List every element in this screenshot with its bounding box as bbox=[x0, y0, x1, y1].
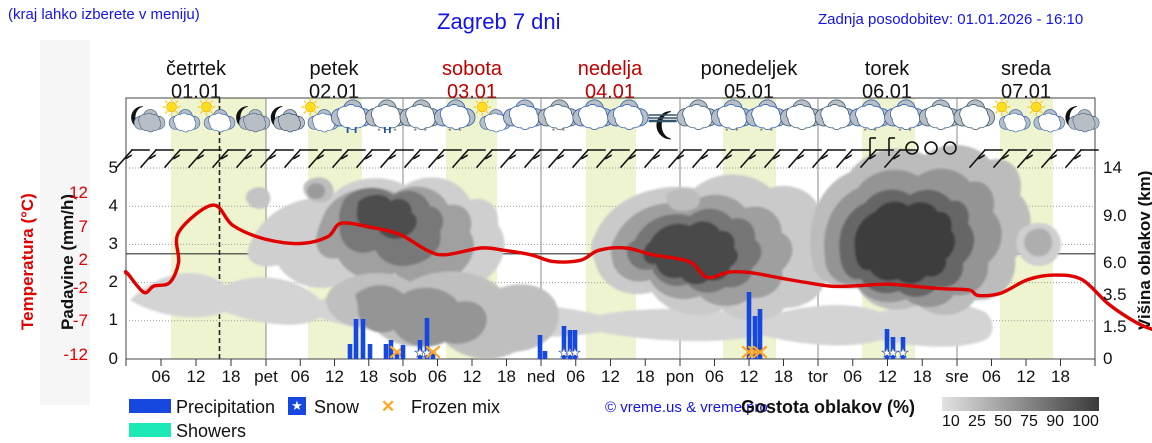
svg-text:3.5: 3.5 bbox=[1103, 285, 1127, 304]
svg-text:pon: pon bbox=[666, 367, 694, 386]
svg-text:18: 18 bbox=[774, 367, 793, 386]
svg-text:12: 12 bbox=[463, 367, 482, 386]
svg-text:-2: -2 bbox=[73, 278, 88, 297]
svg-text:06: 06 bbox=[705, 367, 724, 386]
svg-text:18: 18 bbox=[222, 367, 241, 386]
svg-text:12: 12 bbox=[69, 183, 88, 202]
svg-text:★: ★ bbox=[569, 345, 581, 360]
svg-text:*: * bbox=[562, 127, 565, 136]
svg-text:1.5: 1.5 bbox=[1103, 317, 1127, 336]
svg-text:12: 12 bbox=[325, 367, 344, 386]
svg-text:18: 18 bbox=[497, 367, 516, 386]
svg-text:14: 14 bbox=[1103, 158, 1122, 177]
svg-text:12: 12 bbox=[1017, 367, 1036, 386]
svg-text:sob: sob bbox=[389, 367, 416, 386]
svg-text:3: 3 bbox=[109, 234, 118, 253]
svg-text:tor: tor bbox=[808, 367, 828, 386]
svg-text:18: 18 bbox=[1051, 367, 1070, 386]
svg-text:*: * bbox=[874, 127, 877, 136]
svg-text:12: 12 bbox=[740, 367, 759, 386]
svg-text:06: 06 bbox=[152, 367, 171, 386]
svg-text:5: 5 bbox=[109, 158, 118, 177]
svg-text:06: 06 bbox=[982, 367, 1001, 386]
svg-text:2: 2 bbox=[79, 250, 88, 269]
svg-text:*: * bbox=[735, 127, 738, 136]
svg-text:*: * bbox=[424, 127, 427, 136]
svg-text:*: * bbox=[414, 127, 417, 136]
svg-text:18: 18 bbox=[636, 367, 655, 386]
svg-text:06: 06 bbox=[291, 367, 310, 386]
svg-text:*: * bbox=[770, 127, 773, 136]
svg-text:*: * bbox=[552, 127, 555, 136]
svg-text:6.0: 6.0 bbox=[1103, 253, 1127, 272]
svg-text:★: ★ bbox=[897, 345, 909, 360]
svg-text:12: 12 bbox=[878, 367, 897, 386]
svg-text:06: 06 bbox=[566, 367, 585, 386]
svg-text:18: 18 bbox=[913, 367, 932, 386]
svg-text:9.0: 9.0 bbox=[1103, 206, 1127, 225]
svg-text:0: 0 bbox=[1103, 349, 1112, 368]
svg-text:2: 2 bbox=[109, 272, 118, 291]
svg-text:sre: sre bbox=[945, 367, 969, 386]
svg-text:0: 0 bbox=[109, 349, 118, 368]
svg-text:-12: -12 bbox=[63, 345, 88, 364]
svg-text:*: * bbox=[458, 127, 461, 136]
svg-text:-7: -7 bbox=[73, 311, 88, 330]
svg-text:*: * bbox=[864, 127, 867, 136]
svg-text:*: * bbox=[898, 127, 901, 136]
svg-text:*: * bbox=[393, 127, 396, 136]
svg-text:ned: ned bbox=[527, 367, 555, 386]
svg-text:4: 4 bbox=[109, 196, 118, 215]
svg-text:*: * bbox=[725, 127, 728, 136]
svg-text:18: 18 bbox=[359, 367, 378, 386]
svg-text:12: 12 bbox=[187, 367, 206, 386]
svg-text:*: * bbox=[377, 127, 380, 136]
svg-text:*: * bbox=[908, 127, 911, 136]
svg-text:*: * bbox=[760, 127, 763, 136]
svg-text:*: * bbox=[448, 127, 451, 136]
svg-text:pet: pet bbox=[254, 367, 278, 386]
svg-text:12: 12 bbox=[601, 367, 620, 386]
svg-text:1: 1 bbox=[109, 310, 118, 329]
svg-text:06: 06 bbox=[428, 367, 447, 386]
svg-text:06: 06 bbox=[843, 367, 862, 386]
svg-text:7: 7 bbox=[79, 217, 88, 236]
